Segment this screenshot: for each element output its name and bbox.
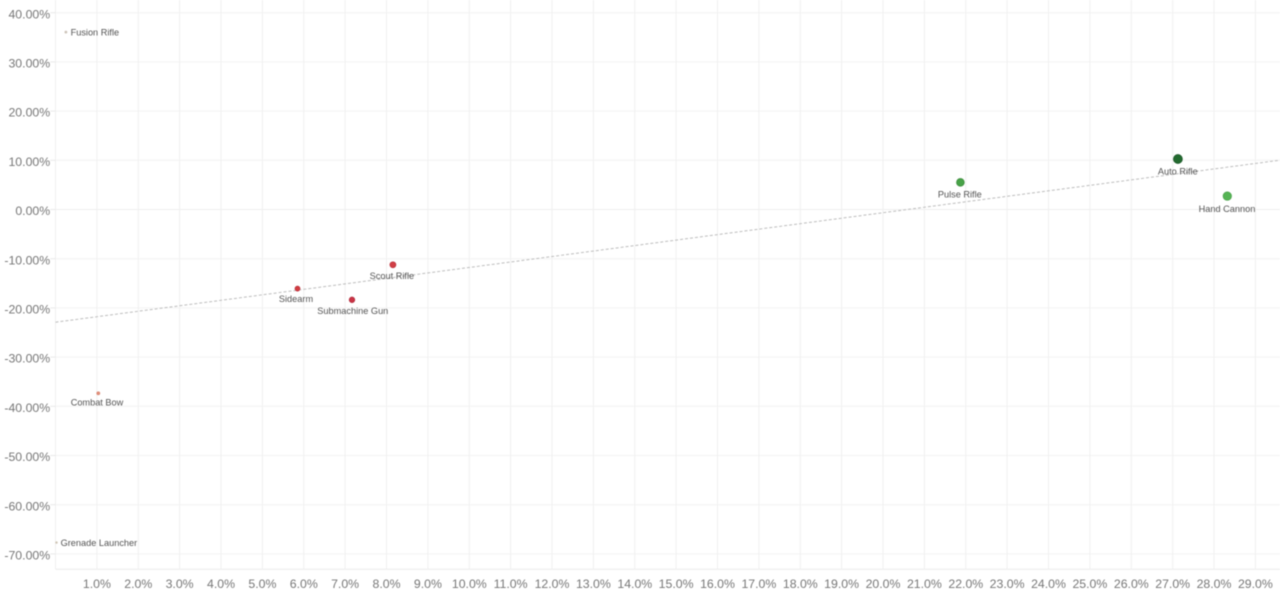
svg-text:5.0%: 5.0% <box>248 577 276 591</box>
svg-text:7.0%: 7.0% <box>331 577 359 591</box>
svg-text:19.0%: 19.0% <box>824 577 859 591</box>
svg-text:0.00%: 0.00% <box>15 204 50 218</box>
svg-text:15.0%: 15.0% <box>659 577 694 591</box>
svg-text:16.0%: 16.0% <box>700 577 735 591</box>
svg-text:Auto Rifle: Auto Rifle <box>1158 166 1198 176</box>
svg-text:-30.00%: -30.00% <box>4 352 50 366</box>
svg-text:23.0%: 23.0% <box>990 577 1025 591</box>
svg-text:-50.00%: -50.00% <box>4 450 50 464</box>
svg-text:6.0%: 6.0% <box>290 577 318 591</box>
svg-text:13.0%: 13.0% <box>576 577 611 591</box>
svg-text:Pulse Rifle: Pulse Rifle <box>938 190 982 200</box>
svg-text:Hand Cannon: Hand Cannon <box>1199 204 1256 214</box>
svg-text:8.0%: 8.0% <box>372 577 400 591</box>
svg-text:Combat Bow: Combat Bow <box>71 398 124 408</box>
svg-text:27.0%: 27.0% <box>1155 577 1190 591</box>
svg-text:Fusion Rifle: Fusion Rifle <box>71 27 120 37</box>
svg-text:40.00%: 40.00% <box>8 7 50 21</box>
svg-text:18.0%: 18.0% <box>783 577 818 591</box>
svg-text:2.0%: 2.0% <box>124 577 152 591</box>
svg-text:12.0%: 12.0% <box>535 577 570 591</box>
svg-text:-10.00%: -10.00% <box>4 253 50 267</box>
svg-text:10.00%: 10.00% <box>8 155 50 169</box>
svg-text:21.0%: 21.0% <box>907 577 942 591</box>
svg-text:1.0%: 1.0% <box>83 577 111 591</box>
svg-text:17.0%: 17.0% <box>741 577 776 591</box>
svg-text:30.00%: 30.00% <box>8 57 50 71</box>
svg-text:Grenade Launcher: Grenade Launcher <box>61 538 138 548</box>
svg-text:Sidearm: Sidearm <box>279 294 314 304</box>
svg-text:26.0%: 26.0% <box>1114 577 1149 591</box>
svg-text:11.0%: 11.0% <box>494 577 528 591</box>
svg-text:Scout Rifle: Scout Rifle <box>370 271 414 281</box>
svg-text:3.0%: 3.0% <box>166 577 194 591</box>
svg-text:-60.00%: -60.00% <box>4 499 50 513</box>
svg-text:14.0%: 14.0% <box>617 577 652 591</box>
svg-text:-20.00%: -20.00% <box>4 303 50 317</box>
svg-text:25.0%: 25.0% <box>1072 577 1107 591</box>
svg-text:-40.00%: -40.00% <box>4 401 50 415</box>
svg-text:20.00%: 20.00% <box>8 106 50 120</box>
svg-text:4.0%: 4.0% <box>207 577 235 591</box>
svg-text:-70.00%: -70.00% <box>4 549 50 563</box>
svg-text:9.0%: 9.0% <box>414 577 442 591</box>
svg-text:28.0%: 28.0% <box>1197 577 1232 591</box>
svg-text:10.0%: 10.0% <box>452 577 487 591</box>
svg-text:Submachine Gun: Submachine Gun <box>317 306 388 316</box>
svg-text:22.0%: 22.0% <box>948 577 983 591</box>
svg-text:29.0%: 29.0% <box>1238 577 1273 591</box>
svg-text:20.0%: 20.0% <box>866 577 901 591</box>
svg-text:24.0%: 24.0% <box>1031 577 1066 591</box>
